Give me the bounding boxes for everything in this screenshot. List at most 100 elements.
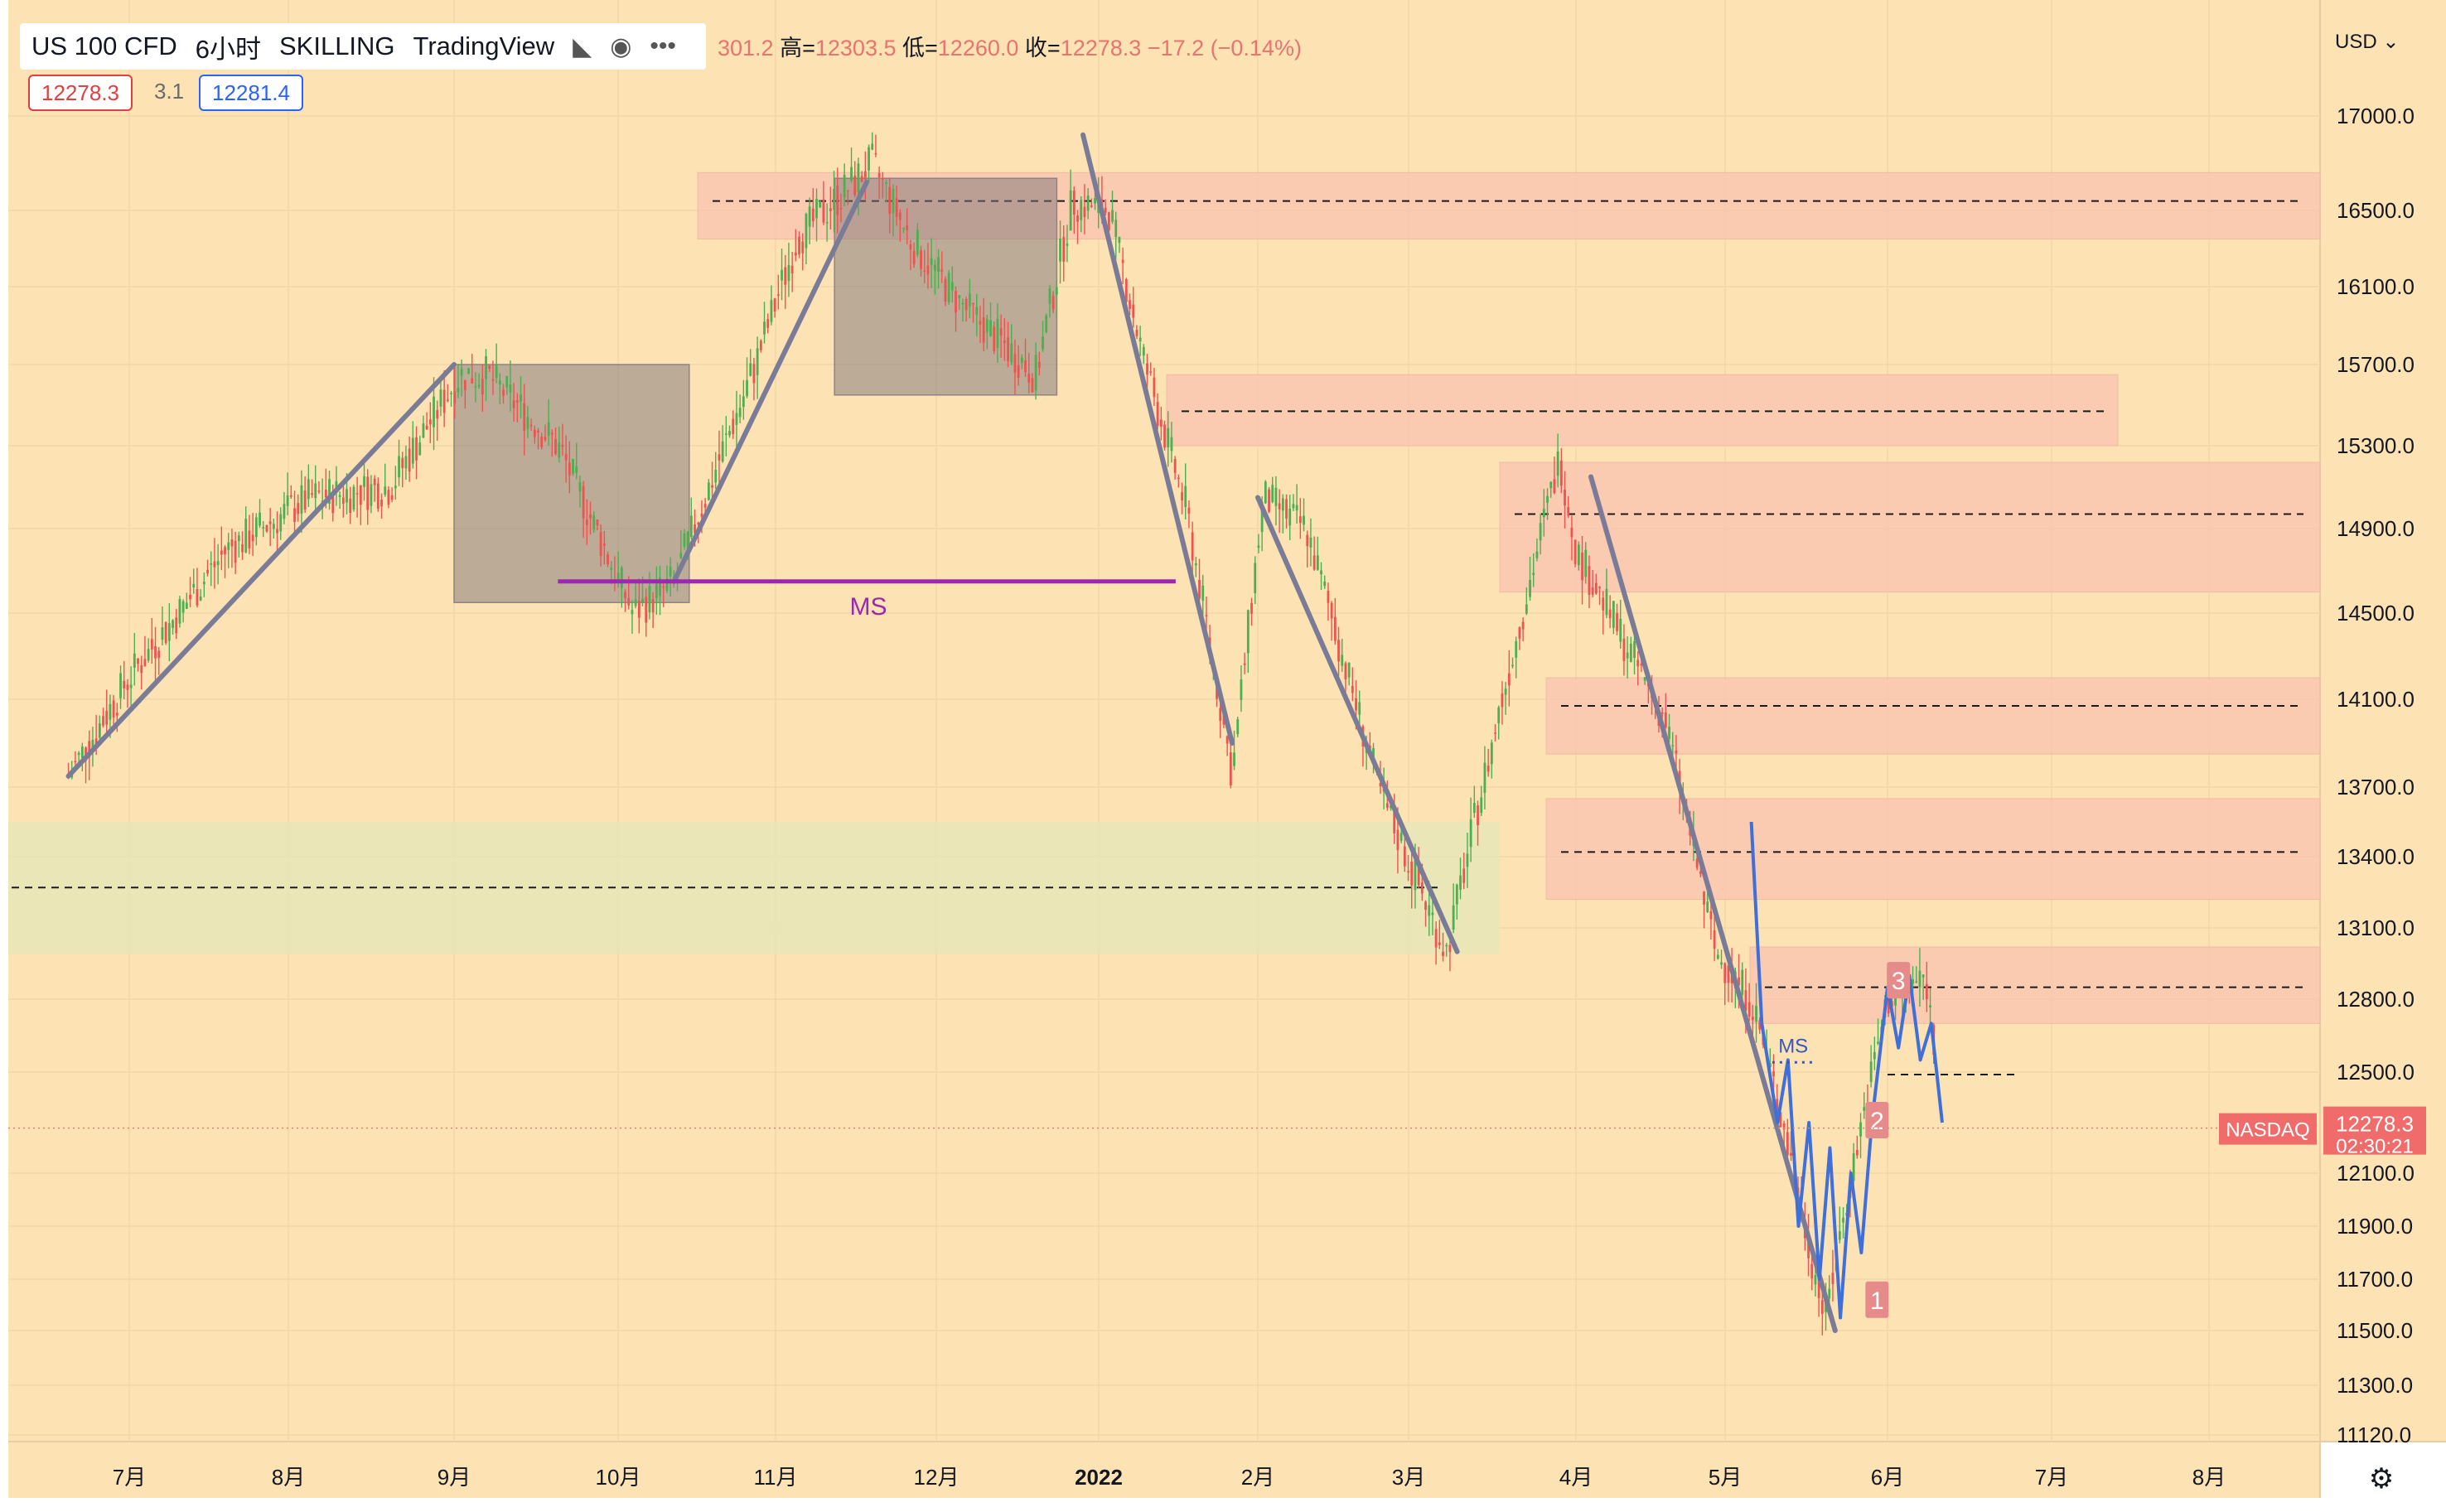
candle-body	[1532, 572, 1535, 576]
trend-line[interactable]	[671, 179, 869, 584]
candle-body	[1768, 1063, 1772, 1068]
candle-body	[1539, 523, 1542, 541]
candle-body	[624, 592, 626, 598]
candle-body	[773, 298, 776, 312]
candle-body	[1511, 664, 1514, 667]
candle-body	[1292, 504, 1295, 509]
candle-body	[863, 171, 867, 180]
candle-body	[178, 599, 181, 624]
candle-body	[234, 540, 237, 563]
candle-body	[1790, 1152, 1792, 1157]
candle-body	[881, 177, 884, 180]
candle-body	[808, 206, 811, 227]
candle-body	[216, 561, 220, 566]
candle-body	[1434, 929, 1438, 948]
candle-body	[1912, 979, 1914, 984]
candle-body	[241, 543, 244, 553]
currency-selector[interactable]: USD ⌄	[2335, 31, 2399, 53]
candle-body	[1306, 534, 1309, 547]
candle-body	[933, 264, 936, 271]
candle-body	[645, 597, 648, 623]
candle-body	[349, 498, 352, 514]
resistance-zone[interactable]	[1749, 946, 2321, 1024]
candle-body	[871, 143, 874, 150]
candle-body	[1337, 640, 1340, 662]
price-tick-label: 11300.0	[2337, 1373, 2413, 1398]
resistance-zone[interactable]	[1166, 374, 2119, 447]
candle-body	[1250, 602, 1253, 614]
candle-body	[509, 384, 512, 394]
candle-body	[1462, 868, 1466, 883]
candle-body	[380, 500, 383, 507]
consolidation-box[interactable]	[453, 364, 690, 603]
candle-body	[150, 639, 153, 650]
resistance-zone[interactable]	[1499, 461, 2321, 592]
symbol-name[interactable]: US 100 CFD	[31, 31, 177, 60]
candle-body	[819, 200, 822, 208]
candle-body	[411, 437, 414, 464]
candle-body	[1455, 884, 1458, 905]
candle-body	[1194, 563, 1197, 566]
price-axis-area[interactable]	[2320, 0, 2446, 1442]
candle-body	[1042, 336, 1044, 350]
candle-body	[1013, 354, 1017, 373]
candle-body	[923, 270, 926, 273]
candle-body	[1330, 602, 1333, 619]
candle-body	[1660, 712, 1664, 714]
candle-body	[1738, 977, 1740, 986]
candle-body	[1219, 708, 1222, 722]
candle-body	[404, 456, 408, 469]
candle-body	[1675, 750, 1678, 754]
candle-body	[244, 519, 248, 553]
candle-body	[105, 710, 109, 725]
candle-body	[433, 396, 435, 428]
trend-line[interactable]	[1255, 495, 1460, 954]
candle-body	[1772, 1070, 1775, 1077]
candle-body	[1486, 766, 1490, 772]
candle-body	[689, 515, 693, 538]
candle-body	[1393, 811, 1396, 834]
candle-body	[102, 716, 104, 726]
candle-body	[1636, 659, 1640, 667]
symbol-header[interactable]: US 100 CFD 6小时 SKILLING TradingView ◣ ◉ …	[20, 23, 706, 70]
trend-line[interactable]	[1080, 132, 1235, 746]
candle-body	[1570, 527, 1573, 538]
countdown-value: 02:30:21	[2336, 1136, 2413, 1158]
eye-icon[interactable]: ◉	[610, 32, 632, 60]
candle-body	[157, 650, 161, 659]
resistance-zone[interactable]	[1545, 798, 2321, 901]
resistance-zone[interactable]	[1545, 677, 2321, 755]
candle-body	[589, 514, 592, 519]
flag-icon[interactable]: ◣	[573, 32, 592, 60]
price-tick-label: 15700.0	[2337, 352, 2415, 377]
wave-path[interactable]	[1749, 821, 1944, 1320]
candle-body	[868, 147, 870, 171]
candle-body	[317, 490, 321, 492]
candle-body	[1564, 490, 1566, 506]
interval-label[interactable]: 6小时	[195, 34, 261, 64]
candle-body	[1448, 944, 1452, 953]
trend-line[interactable]	[65, 362, 457, 779]
candle-body	[940, 269, 944, 272]
candle-body	[1713, 930, 1716, 949]
candle-body	[1559, 460, 1563, 486]
candle-body	[926, 265, 930, 275]
bid-button[interactable]: 12278.3	[28, 75, 133, 111]
candle-body	[1445, 944, 1448, 947]
candle-body	[1720, 962, 1723, 965]
candle-body	[607, 554, 609, 565]
candle-body	[961, 302, 964, 305]
candle-body	[485, 355, 487, 379]
ask-button[interactable]: 12281.4	[199, 75, 303, 111]
candle-body	[297, 503, 300, 514]
close-value: 12278.3	[1060, 36, 1142, 60]
settings-icon[interactable]: ⚙	[2369, 1463, 2394, 1495]
time-axis-area[interactable]	[8, 1442, 2320, 1498]
candle-body	[283, 504, 286, 519]
more-icon[interactable]: •••	[650, 32, 676, 60]
candle-body	[314, 483, 317, 499]
candle-body	[512, 400, 515, 408]
candle-body	[1469, 819, 1472, 848]
candle-body	[481, 379, 484, 395]
